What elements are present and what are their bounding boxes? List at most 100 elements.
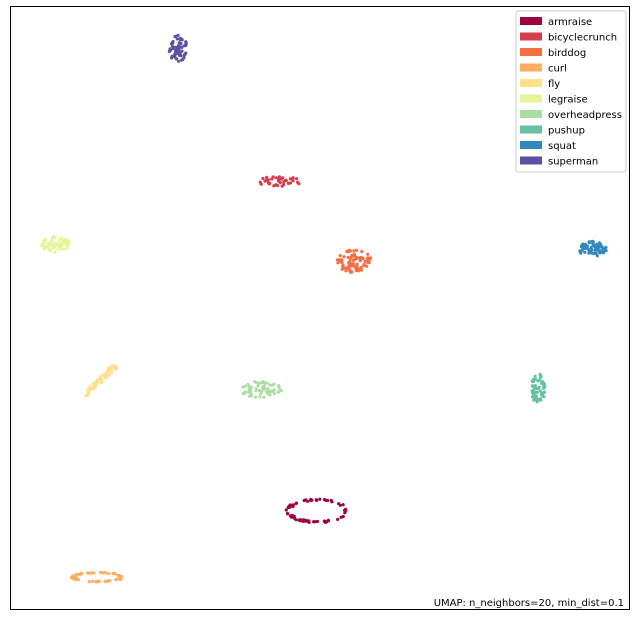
point-superman bbox=[182, 44, 186, 48]
point-birddog bbox=[366, 252, 370, 256]
point-birddog bbox=[342, 255, 346, 259]
point-armraise bbox=[309, 497, 313, 502]
point-bicyclecrunch bbox=[297, 182, 301, 186]
point-birddog bbox=[343, 266, 347, 270]
point-bicyclecrunch bbox=[272, 184, 276, 188]
point-pushup bbox=[535, 397, 539, 401]
legend-swatch-legraise bbox=[520, 94, 542, 103]
point-armraise bbox=[293, 516, 297, 521]
point-overheadpress bbox=[256, 381, 260, 385]
point-overheadpress bbox=[241, 385, 245, 389]
point-birddog bbox=[350, 253, 355, 257]
point-superman bbox=[177, 48, 181, 53]
point-fly bbox=[109, 367, 113, 371]
point-fly bbox=[86, 390, 90, 394]
point-overheadpress bbox=[243, 390, 247, 394]
point-superman bbox=[170, 54, 174, 58]
point-fly bbox=[92, 383, 96, 387]
point-overheadpress bbox=[268, 393, 272, 397]
point-superman bbox=[184, 41, 188, 45]
point-legraise bbox=[48, 248, 52, 252]
point-pushup bbox=[534, 377, 538, 381]
scatter-points bbox=[40, 33, 608, 584]
point-superman bbox=[179, 54, 183, 58]
point-birddog bbox=[340, 260, 344, 265]
point-pushup bbox=[533, 374, 537, 378]
point-legraise bbox=[57, 238, 61, 242]
point-armraise bbox=[302, 519, 306, 523]
point-birddog bbox=[345, 249, 349, 254]
point-overheadpress bbox=[256, 384, 260, 388]
point-bicyclecrunch bbox=[267, 182, 272, 186]
point-pushup bbox=[532, 398, 536, 402]
point-birddog bbox=[348, 249, 352, 253]
point-squat bbox=[586, 248, 591, 252]
point-legraise bbox=[65, 246, 69, 250]
point-pushup bbox=[536, 387, 540, 391]
point-armraise bbox=[290, 513, 294, 518]
point-fly bbox=[112, 367, 117, 371]
point-armraise bbox=[291, 503, 295, 507]
point-overheadpress bbox=[246, 383, 250, 387]
point-legraise bbox=[53, 242, 58, 246]
point-legraise bbox=[50, 236, 54, 240]
point-overheadpress bbox=[243, 384, 247, 388]
point-overheadpress bbox=[248, 389, 252, 393]
point-overheadpress bbox=[269, 389, 273, 393]
point-squat bbox=[594, 251, 598, 255]
point-overheadpress bbox=[263, 387, 267, 391]
point-superman bbox=[177, 41, 181, 45]
legend-swatch-birddog bbox=[520, 48, 542, 56]
point-armraise bbox=[286, 505, 290, 510]
point-overheadpress bbox=[260, 389, 264, 393]
point-bicyclecrunch bbox=[295, 177, 299, 181]
point-overheadpress bbox=[265, 381, 269, 385]
point-overheadpress bbox=[249, 385, 253, 389]
point-armraise bbox=[338, 503, 342, 507]
point-fly bbox=[95, 379, 99, 383]
point-armraise bbox=[323, 520, 327, 525]
point-squat bbox=[583, 244, 587, 248]
point-armraise bbox=[318, 497, 322, 501]
point-armraise bbox=[325, 498, 330, 502]
point-pushup bbox=[543, 385, 547, 389]
point-bicyclecrunch bbox=[265, 175, 269, 179]
point-overheadpress bbox=[253, 395, 258, 399]
point-overheadpress bbox=[272, 388, 276, 392]
point-curl bbox=[112, 571, 116, 576]
point-bicyclecrunch bbox=[271, 175, 275, 179]
point-overheadpress bbox=[276, 390, 280, 394]
point-fly bbox=[90, 386, 95, 390]
point-birddog bbox=[336, 261, 340, 265]
point-pushup bbox=[541, 394, 545, 398]
point-bicyclecrunch bbox=[286, 181, 290, 185]
point-curl bbox=[89, 571, 93, 575]
legend: armraise bicyclecrunch birddog curl fly legra… bbox=[515, 10, 627, 173]
point-squat bbox=[587, 240, 591, 244]
point-superman bbox=[180, 45, 184, 50]
point-squat bbox=[580, 244, 584, 248]
point-superman bbox=[173, 53, 177, 57]
legend-swatch-superman bbox=[520, 156, 542, 165]
legend-label-squat: squat bbox=[548, 141, 576, 152]
point-legraise bbox=[57, 242, 61, 246]
point-legraise bbox=[45, 245, 49, 250]
legend-swatch-bicyclecrunch bbox=[520, 32, 542, 41]
point-bicyclecrunch bbox=[288, 177, 292, 181]
legend-label-legraise: legraise bbox=[548, 95, 588, 106]
point-birddog bbox=[365, 264, 369, 268]
point-superman bbox=[170, 44, 175, 48]
point-legraise bbox=[59, 236, 64, 240]
point-birddog bbox=[338, 254, 342, 258]
point-bicyclecrunch bbox=[282, 180, 286, 184]
point-curl bbox=[120, 575, 124, 579]
point-armraise bbox=[336, 517, 340, 522]
legend-label-overheadpress: overheadpress bbox=[548, 110, 622, 121]
point-overheadpress bbox=[250, 393, 254, 397]
point-bicyclecrunch bbox=[278, 180, 282, 185]
point-squat bbox=[590, 239, 594, 243]
point-overheadpress bbox=[254, 389, 258, 393]
legend-swatch-pushup bbox=[520, 125, 542, 134]
point-birddog bbox=[349, 269, 353, 273]
point-fly bbox=[106, 366, 110, 370]
